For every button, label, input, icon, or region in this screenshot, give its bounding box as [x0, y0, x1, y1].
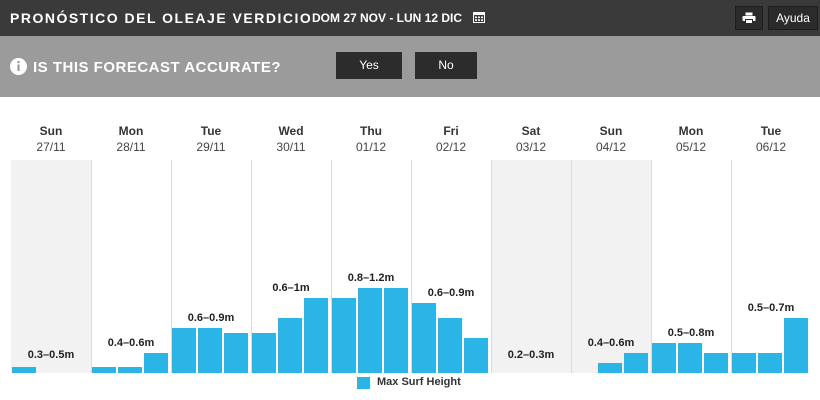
- range-label: 0.3–0.5m: [28, 349, 75, 361]
- printer-icon: [742, 12, 756, 24]
- surf-bar: [144, 353, 168, 373]
- yes-button[interactable]: Yes: [336, 52, 402, 79]
- surf-bar: [704, 353, 728, 373]
- surf-bar: [198, 328, 222, 373]
- surf-bar: [92, 367, 116, 373]
- surf-bar: [224, 333, 248, 373]
- range-label: 0.2–0.3m: [508, 349, 555, 361]
- day-date: 29/11: [196, 140, 225, 154]
- header-bar: PRONÓSTICO DEL OLEAJE VERDICIO DOM 27 NO…: [0, 0, 820, 36]
- surf-bar: [278, 318, 302, 373]
- day-date: 30/11: [276, 140, 305, 154]
- weekend-background: [491, 160, 571, 373]
- print-button[interactable]: [735, 6, 763, 30]
- surf-bar: [118, 367, 142, 373]
- day-date: 27/11: [36, 140, 65, 154]
- surf-bar: [252, 333, 276, 373]
- day-name: Mon: [679, 124, 704, 138]
- day-name: Sun: [40, 124, 63, 138]
- surf-bar: [784, 318, 808, 373]
- surf-bar: [438, 318, 462, 373]
- surf-bar: [304, 298, 328, 373]
- day-date: 28/11: [116, 140, 145, 154]
- range-label: 0.6–0.9m: [428, 287, 475, 299]
- day-date: 01/12: [356, 140, 386, 154]
- surf-bar: [332, 298, 356, 373]
- range-label: 0.8–1.2m: [348, 272, 395, 284]
- no-button[interactable]: No: [415, 52, 477, 79]
- legend-label: Max Surf Height: [377, 376, 461, 388]
- feedback-bar: IS THIS FORECAST ACCURATE? Yes No: [0, 36, 820, 97]
- date-range-selector[interactable]: DOM 27 NOV - LUN 12 DIC: [312, 11, 463, 25]
- surf-bar: [758, 353, 782, 373]
- feedback-question: IS THIS FORECAST ACCURATE?: [33, 59, 281, 76]
- calendar-icon[interactable]: [473, 11, 485, 23]
- surf-bar: [358, 288, 382, 373]
- day-name: Tue: [761, 124, 782, 138]
- day-name: Mon: [119, 124, 144, 138]
- range-label: 0.5–0.7m: [748, 302, 795, 314]
- weekend-background: [11, 160, 91, 373]
- surf-bar: [598, 363, 622, 373]
- range-label: 0.4–0.6m: [588, 337, 635, 349]
- info-circle-icon: [10, 58, 27, 75]
- surf-bar: [624, 353, 648, 373]
- surf-bar: [732, 353, 756, 373]
- page-title: PRONÓSTICO DEL OLEAJE VERDICIO: [10, 10, 313, 26]
- surf-bar: [172, 328, 196, 373]
- surf-bar: [464, 338, 488, 373]
- range-label: 0.4–0.6m: [108, 337, 155, 349]
- weekend-background: [571, 160, 651, 373]
- day-name: Fri: [443, 124, 458, 138]
- day-date: 06/12: [756, 140, 786, 154]
- day-name: Wed: [278, 124, 303, 138]
- help-button[interactable]: Ayuda: [768, 6, 818, 30]
- day-date: 05/12: [676, 140, 706, 154]
- legend-swatch: [357, 377, 370, 389]
- range-label: 0.6–0.9m: [188, 312, 235, 324]
- surf-bar: [12, 367, 36, 373]
- range-label: 0.6–1m: [272, 282, 310, 294]
- surf-bar: [652, 343, 676, 373]
- day-date: 02/12: [436, 140, 466, 154]
- surf-bar: [384, 288, 408, 373]
- surf-bar: [412, 303, 436, 373]
- surf-bar: [678, 343, 702, 373]
- day-name: Sat: [522, 124, 541, 138]
- range-label: 0.5–0.8m: [668, 327, 715, 339]
- day-name: Thu: [360, 124, 382, 138]
- day-name: Sun: [600, 124, 623, 138]
- day-date: 03/12: [516, 140, 546, 154]
- day-name: Tue: [201, 124, 222, 138]
- day-date: 04/12: [596, 140, 626, 154]
